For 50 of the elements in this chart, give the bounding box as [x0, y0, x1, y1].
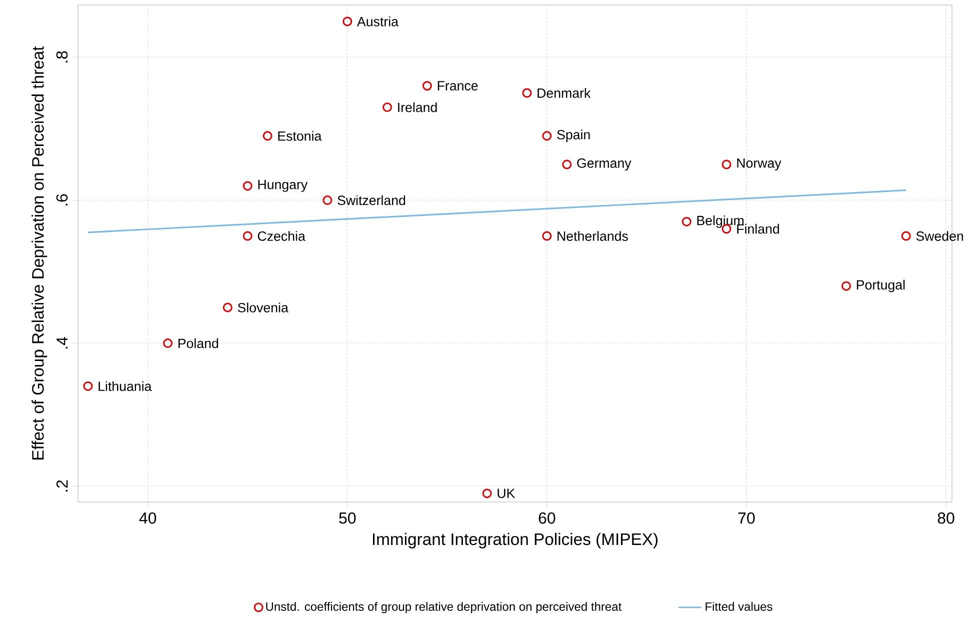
- x-axis-title: Immigrant Integration Policies (MIPEX): [372, 532, 658, 548]
- annotation: Poland: [178, 338, 218, 348]
- point: [222, 302, 232, 312]
- legend-label: Unstd. coefficients of group relative deprivation on perceived threat: [266, 602, 622, 614]
- point: [841, 281, 852, 291]
- x-tick-label: 40: [139, 512, 156, 524]
- point: [422, 81, 432, 91]
- x-tick-label: 70: [738, 512, 755, 524]
- point: [901, 231, 911, 241]
- y-tick-label: .6: [56, 194, 68, 206]
- annotation: France: [438, 81, 478, 90]
- annotation: Denmark: [538, 88, 591, 98]
- point: [242, 181, 252, 191]
- y-tick-label: .8: [56, 51, 68, 62]
- point: [542, 131, 552, 141]
- y-tick-label: .4: [56, 337, 68, 348]
- y-tick-label: .2: [56, 480, 68, 492]
- point: [382, 102, 392, 112]
- point: [342, 16, 352, 26]
- annotation: Hungary: [258, 180, 308, 192]
- point: [722, 160, 732, 170]
- annotation: Spain: [557, 130, 590, 142]
- annotation: Ireland: [398, 102, 437, 112]
- point: [562, 160, 572, 170]
- annotation: Lithuania: [98, 381, 152, 392]
- x-tick-label: 50: [339, 512, 356, 524]
- legend-label: Fitted values: [706, 602, 772, 611]
- point: [542, 231, 552, 241]
- point: [242, 231, 252, 241]
- y-axis-title: Effect of Group Relative Deprivation on Perceived threat: [32, 46, 48, 460]
- annotation: UK: [498, 488, 516, 498]
- annotation: Germany: [577, 158, 632, 170]
- point: [682, 216, 692, 226]
- annotation: Sweden: [916, 231, 963, 241]
- x-tick-label: 80: [938, 512, 954, 524]
- annotation: Switzerland: [338, 195, 406, 206]
- annotation: Slovenia: [238, 302, 288, 312]
- point: [322, 195, 332, 206]
- annotation: Austria: [357, 16, 398, 26]
- annotation: Portugal: [856, 280, 905, 292]
- point: [262, 131, 272, 141]
- annotation: Netherlands: [558, 231, 628, 241]
- annotation: Norway: [737, 158, 782, 170]
- annotation: Czechia: [258, 231, 306, 241]
- point: [163, 338, 173, 348]
- x-tick-label: 60: [538, 512, 556, 524]
- annotation: Estonia: [278, 130, 322, 141]
- point: [83, 381, 93, 391]
- point: [482, 488, 492, 498]
- point: [522, 88, 532, 98]
